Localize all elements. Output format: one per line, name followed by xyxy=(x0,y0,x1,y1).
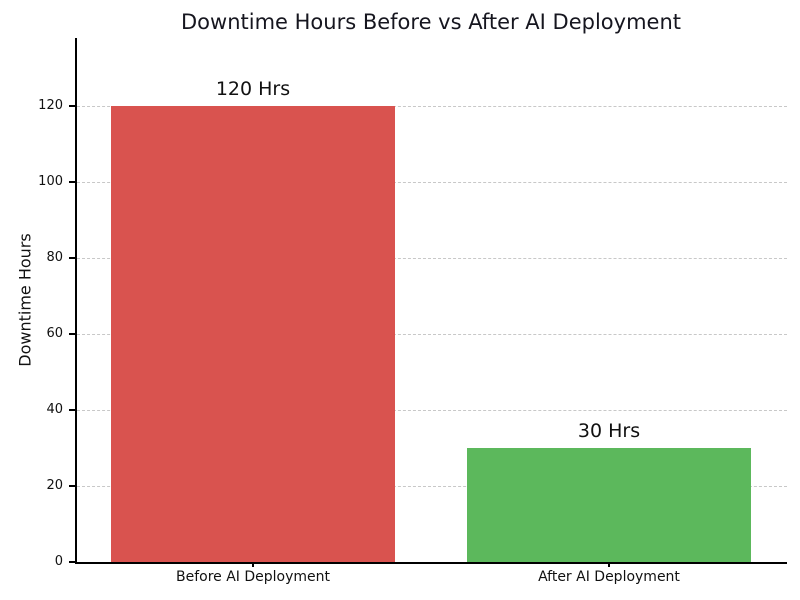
y-axis-tick-label: 100 xyxy=(38,174,63,190)
bar-value-label: 120 Hrs xyxy=(215,78,291,101)
x-axis-tick-label: After AI Deployment xyxy=(538,569,680,585)
plot-area: 0 20 40 60 80 100 120 120 Hrs Before AI Deployme… xyxy=(38,38,787,585)
y-axis-tick xyxy=(69,561,75,563)
x-axis-tick xyxy=(608,562,610,567)
bar-value-label: 30 Hrs xyxy=(577,420,641,443)
y-axis-tick-label: 120 xyxy=(38,98,63,114)
bar-after-ai-deployment xyxy=(466,448,752,562)
gridline xyxy=(77,410,787,412)
y-axis-tick-label: 0 xyxy=(54,554,63,569)
gridline xyxy=(77,106,787,108)
y-axis-tick xyxy=(69,257,75,260)
y-axis-tick xyxy=(69,181,75,184)
y-axis-tick-label: 60 xyxy=(46,326,63,342)
y-axis-tick-label: 20 xyxy=(46,478,63,494)
gridline xyxy=(77,334,787,336)
x-axis-spine xyxy=(75,562,787,564)
bar-before-ai-deployment xyxy=(110,106,396,562)
x-axis-tick-label: Before AI Deployment xyxy=(175,569,330,585)
chart-title: Downtime Hours Before vs After AI Deploy… xyxy=(181,10,681,34)
y-axis-tick xyxy=(69,105,75,108)
gridline xyxy=(77,258,787,260)
y-axis-tick-label: 80 xyxy=(46,250,63,266)
gridline xyxy=(77,486,787,488)
y-axis-tick xyxy=(69,409,75,412)
y-axis-spine xyxy=(75,38,77,562)
y-axis-tick xyxy=(69,333,75,336)
gridline xyxy=(77,182,787,184)
x-axis-tick xyxy=(252,562,254,567)
y-axis-tick xyxy=(69,485,75,488)
y-axis-tick-label: 40 xyxy=(46,402,63,418)
